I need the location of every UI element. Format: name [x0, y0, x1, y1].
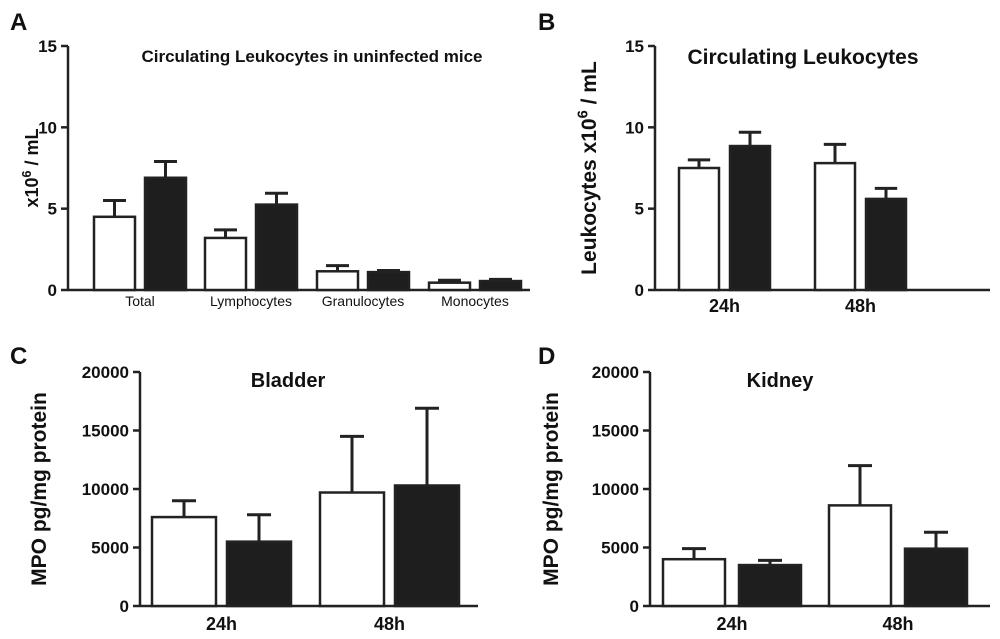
- chart-title: Circulating Leukocytes in uninfected mic…: [141, 47, 482, 66]
- y-tick-label: 5000: [601, 539, 639, 558]
- panel-c: C Bladder MPO pg/mg protein 0 5000 10000 15000…: [10, 343, 478, 634]
- bar: [864, 197, 908, 292]
- x-category-label: 24h: [716, 614, 747, 634]
- bar: [737, 563, 803, 608]
- bar: [478, 279, 523, 292]
- y-axis-label: MPO pg/mg protein: [28, 392, 51, 586]
- bar: [315, 270, 360, 292]
- y-tick-label: 5: [48, 200, 57, 219]
- y-tick-label: 15: [38, 37, 57, 56]
- y-axis-label-text: x10: [22, 177, 42, 207]
- panel-letter: D: [538, 343, 555, 370]
- y-tick-label: 10: [625, 118, 644, 137]
- chart-title: Bladder: [251, 370, 326, 392]
- y-tick-label: 15000: [592, 422, 639, 441]
- y-axis-label: MPO pg/mg protein: [540, 392, 563, 586]
- y-tick-label: 15: [625, 37, 644, 56]
- bar: [143, 176, 188, 292]
- panel-letter: B: [538, 9, 555, 36]
- x-category-label: Total: [125, 293, 155, 309]
- bar: [225, 540, 293, 608]
- bar: [393, 484, 461, 608]
- bar: [203, 236, 248, 292]
- y-tick-label: 20000: [82, 363, 129, 382]
- y-tick-label: 10000: [592, 480, 639, 499]
- bar: [677, 166, 721, 292]
- y-axis-label: Leukocytes x106 / mL: [576, 61, 601, 275]
- bar: [318, 491, 386, 608]
- x-category-label: 48h: [882, 614, 913, 634]
- panel-letter: A: [10, 9, 27, 36]
- y-axis-label-unit: / mL: [578, 61, 601, 110]
- y-axis-label: x106 / mL: [20, 128, 42, 207]
- chart-title: Kidney: [747, 370, 815, 392]
- panel-d: D Kidney MPO pg/mg protein 0 5000 10000 15000 2…: [538, 343, 990, 634]
- bar: [661, 557, 727, 608]
- y-tick-label: 5: [635, 200, 644, 219]
- y-tick-label: 0: [48, 281, 57, 300]
- y-tick-label: 15000: [82, 422, 129, 441]
- y-tick-label: 0: [635, 281, 644, 300]
- x-category-label: Monocytes: [441, 293, 509, 309]
- panel-b: B Circulating Leukocytes Leukocytes x106 /…: [538, 9, 990, 316]
- y-tick-label: 5000: [91, 539, 129, 558]
- x-category-label: Granulocytes: [322, 293, 404, 309]
- bar: [92, 215, 137, 292]
- y-tick-label: 10000: [82, 480, 129, 499]
- y-tick-label: 20000: [592, 363, 639, 382]
- x-category-label: 24h: [206, 614, 237, 634]
- y-axis-label-exponent: 6: [576, 110, 592, 118]
- bar: [728, 144, 772, 292]
- x-category-label: 24h: [709, 296, 740, 316]
- bar: [903, 547, 969, 608]
- bar: [827, 504, 893, 608]
- bar: [254, 203, 299, 292]
- bar: [813, 161, 857, 292]
- bar: [366, 270, 411, 292]
- x-category-label: 48h: [374, 614, 405, 634]
- chart-title: Circulating Leukocytes: [687, 46, 918, 69]
- bar: [427, 281, 472, 292]
- y-tick-label: 0: [630, 597, 639, 616]
- y-tick-label: 0: [120, 597, 129, 616]
- panel-letter: C: [10, 343, 27, 370]
- y-axis-label-exponent: 6: [20, 170, 34, 177]
- x-category-label: 48h: [845, 296, 876, 316]
- y-tick-label: 10: [38, 118, 57, 137]
- y-axis-label-unit: / mL: [22, 128, 42, 170]
- panel-a: A Circulating Leukocytes in uninfected mi…: [10, 9, 530, 309]
- x-category-label: Lymphocytes: [210, 293, 292, 309]
- bar: [150, 515, 218, 608]
- y-axis-label-text: Leukocytes x10: [578, 118, 601, 274]
